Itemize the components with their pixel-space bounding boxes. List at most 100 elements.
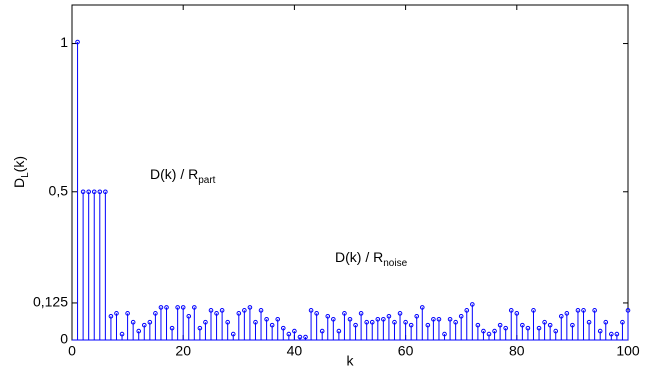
stem-marker: [336, 328, 342, 334]
stem-marker: [319, 328, 325, 334]
stem-marker: [208, 308, 214, 313]
stem-marker: [153, 311, 158, 316]
stem-marker: [375, 316, 381, 322]
stem-marker: [80, 189, 86, 195]
y-tick-label: 0: [60, 331, 68, 347]
stem-marker: [497, 322, 503, 328]
x-tick-label: 80: [509, 343, 525, 359]
stem-marker: [525, 325, 531, 331]
x-tick-label: 60: [398, 343, 414, 359]
stem-marker: [86, 189, 91, 195]
stem-marker: [581, 308, 586, 313]
stem-marker: [308, 308, 314, 313]
stem-marker: [136, 328, 142, 334]
annotation-sub: part: [198, 175, 215, 186]
stem-marker: [386, 313, 392, 319]
stem-marker: [158, 305, 164, 310]
stem-marker: [369, 319, 375, 325]
stem-marker: [547, 322, 553, 328]
y-tick-label: 0,125: [33, 294, 68, 310]
stem-marker: [141, 322, 147, 328]
stem-marker: [280, 325, 286, 331]
stem-marker: [269, 322, 275, 328]
stem-marker: [203, 319, 208, 325]
stem-marker: [342, 311, 347, 316]
stem-marker: [503, 325, 508, 331]
y-label-tail: (k): [11, 156, 27, 172]
stem-marker: [97, 189, 103, 195]
stem-marker: [486, 331, 492, 337]
stem-marker: [470, 302, 475, 307]
stem-marker: [564, 311, 570, 316]
annotation: D(k) / Rpart: [150, 166, 216, 186]
stem-marker: [603, 319, 609, 325]
annotation: D(k) / Rnoise: [335, 249, 408, 269]
y-label-sub: L: [20, 172, 31, 178]
stem-marker: [592, 308, 597, 313]
y-tick-label: 0,5: [49, 182, 69, 198]
stem-marker: [75, 39, 80, 45]
stem-marker: [353, 322, 358, 328]
stem-marker: [91, 189, 97, 195]
stem-marker: [609, 331, 614, 337]
stem-marker: [520, 322, 525, 328]
stem-marker: [119, 331, 125, 337]
stem-marker: [214, 311, 219, 316]
stem-marker: [331, 316, 336, 322]
stem-marker: [197, 325, 203, 331]
stem-marker: [553, 328, 559, 334]
stem-marker: [392, 319, 397, 325]
stem-marker: [236, 311, 242, 316]
stem-marker: [397, 311, 403, 316]
stem-marker: [242, 308, 247, 313]
stem-marker: [275, 316, 281, 322]
stem-marker: [442, 331, 447, 337]
x-tick-label: 40: [287, 343, 303, 359]
annotation-text: D(k) / R: [335, 249, 383, 265]
stem-marker: [614, 331, 620, 337]
stem-marker: [531, 308, 536, 313]
stem-marker: [381, 316, 386, 322]
stem-marker: [258, 308, 264, 313]
stem-marker: [225, 319, 230, 325]
stem-marker: [408, 322, 414, 328]
y-axis-label: DL(k): [11, 156, 31, 188]
stem-marker: [297, 334, 303, 340]
stem-marker: [542, 319, 547, 325]
annotation-sub: noise: [383, 258, 407, 269]
stem-marker: [303, 334, 308, 340]
stem-marker: [347, 316, 353, 322]
stem-marker: [492, 328, 497, 334]
stem-marker: [508, 308, 514, 313]
stem-marker: [586, 319, 592, 325]
stem-marker: [114, 311, 119, 316]
stem-marker: [464, 308, 470, 313]
stem-marker: [475, 322, 481, 328]
stem-marker: [436, 316, 442, 322]
stem-marker: [620, 319, 625, 325]
stem-marker: [597, 328, 603, 334]
stem-marker: [292, 328, 297, 334]
stem-marker: [175, 305, 180, 310]
stem-marker: [314, 311, 319, 316]
stem-marker: [431, 316, 436, 322]
y-label-main: D: [11, 178, 27, 188]
stem-marker: [103, 189, 108, 195]
stem-marker: [286, 331, 292, 337]
stem-marker: [419, 305, 425, 310]
stem-marker: [247, 305, 253, 310]
stem-marker: [169, 325, 175, 331]
y-tick-label: 1: [60, 34, 68, 50]
stem-marker: [325, 313, 331, 319]
stem-marker: [575, 308, 581, 313]
annotation-text: D(k) / R: [150, 166, 198, 182]
stem-marker: [481, 328, 486, 334]
stem-marker: [125, 311, 130, 316]
stem-marker: [536, 325, 542, 331]
stem-marker: [147, 319, 153, 325]
stem-marker: [425, 322, 431, 328]
stem-marker: [108, 313, 114, 319]
stem-marker: [403, 319, 408, 325]
stem-marker: [130, 319, 136, 325]
